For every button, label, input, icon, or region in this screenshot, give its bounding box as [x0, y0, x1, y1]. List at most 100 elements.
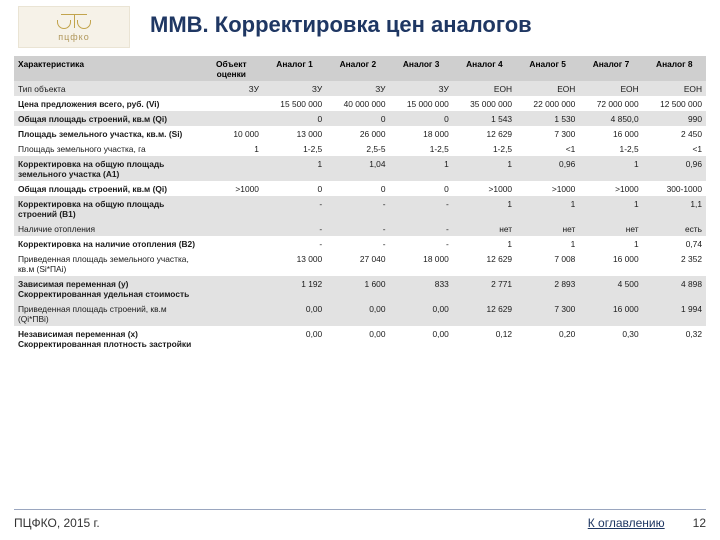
cell — [200, 156, 263, 181]
cell: нет — [453, 221, 516, 236]
cell: >1000 — [579, 181, 642, 196]
cell: 13 000 — [263, 126, 326, 141]
cell: 1 — [453, 196, 516, 221]
cell: Площадь земельного участка, га — [14, 141, 200, 156]
slide: пцфко ММВ. Корректировка цен аналогов Ха… — [0, 0, 720, 540]
cell: нет — [516, 221, 579, 236]
cell: 1 — [453, 236, 516, 251]
table-row: Общая площадь строений, кв.м (Qi)0001 54… — [14, 111, 706, 126]
col-header: Характеристика — [14, 56, 200, 81]
cell: 1 — [516, 196, 579, 221]
cell: 7 300 — [516, 126, 579, 141]
cell: 26 000 — [326, 126, 389, 141]
cell: 7 300 — [516, 301, 579, 326]
table-row: Приведенная площадь земельного участка, … — [14, 251, 706, 276]
cell: Площадь земельного участка, кв.м. (Si) — [14, 126, 200, 141]
cell — [200, 251, 263, 276]
cell: 1 — [579, 196, 642, 221]
cell: 72 000 000 — [579, 96, 642, 111]
comparison-table: ХарактеристикаОбъект оценкиАналог 1 Анало… — [14, 56, 706, 351]
cell: 0,30 — [579, 326, 642, 351]
cell: есть — [643, 221, 706, 236]
cell: 1 — [579, 236, 642, 251]
cell: 0,00 — [390, 326, 453, 351]
cell: 1 — [453, 156, 516, 181]
cell: 2 450 — [643, 126, 706, 141]
cell: >1000 — [200, 181, 263, 196]
cell — [200, 221, 263, 236]
col-header: Аналог 4 — [453, 56, 516, 81]
cell: 0 — [390, 111, 453, 126]
col-header: Аналог 1 — [263, 56, 326, 81]
cell: 1 — [263, 156, 326, 181]
table-row: Тип объектаЗУЗУЗУЗУЕОНЕОНЕОНЕОН — [14, 81, 706, 96]
cell: 1,1 — [643, 196, 706, 221]
cell: 1 192 — [263, 276, 326, 301]
table-row: Приведенная площадь строений, кв.м (Qi*П… — [14, 301, 706, 326]
cell: 0,96 — [516, 156, 579, 181]
cell: 16 000 — [579, 126, 642, 141]
cell: 833 — [390, 276, 453, 301]
toc-link[interactable]: К оглавлению — [588, 516, 665, 530]
col-header: Аналог 3 — [390, 56, 453, 81]
cell: Общая площадь строений, кв.м (Qi) — [14, 181, 200, 196]
cell: 1 600 — [326, 276, 389, 301]
cell: 13 000 — [263, 251, 326, 276]
cell: <1 — [516, 141, 579, 156]
cell: 1 994 — [643, 301, 706, 326]
cell: Наличие отопления — [14, 221, 200, 236]
cell: 1,04 — [326, 156, 389, 181]
cell: Приведенная площадь строений, кв.м (Qi*П… — [14, 301, 200, 326]
logo: пцфко — [18, 6, 130, 48]
table-row: Зависимая переменная (y) Скорректированн… — [14, 276, 706, 301]
cell — [200, 301, 263, 326]
cell: 0,12 — [453, 326, 516, 351]
cell: 0,32 — [643, 326, 706, 351]
col-header: Аналог 8 — [643, 56, 706, 81]
cell: 12 500 000 — [643, 96, 706, 111]
cell: ЗУ — [200, 81, 263, 96]
cell: нет — [579, 221, 642, 236]
cell: 1-2,5 — [390, 141, 453, 156]
cell: 0,00 — [326, 301, 389, 326]
page-number: 12 — [693, 516, 706, 530]
cell: 10 000 — [200, 126, 263, 141]
cell: 1 — [516, 236, 579, 251]
cell: 1-2,5 — [579, 141, 642, 156]
cell: 0 — [326, 111, 389, 126]
cell: ЗУ — [390, 81, 453, 96]
cell: 1 — [200, 141, 263, 156]
cell: 1 530 — [516, 111, 579, 126]
cell: 0 — [263, 181, 326, 196]
col-header: Объект оценки — [200, 56, 263, 81]
cell: 18 000 — [390, 126, 453, 141]
cell: 35 000 000 — [453, 96, 516, 111]
cell: 16 000 — [579, 251, 642, 276]
cell: ЕОН — [643, 81, 706, 96]
table-row: Цена предложения всего, руб. (Vi)15 500 … — [14, 96, 706, 111]
cell: - — [326, 236, 389, 251]
cell: ЗУ — [263, 81, 326, 96]
cell: 7 008 — [516, 251, 579, 276]
cell: Цена предложения всего, руб. (Vi) — [14, 96, 200, 111]
cell: - — [263, 236, 326, 251]
cell: 0 — [263, 111, 326, 126]
cell: 0,00 — [326, 326, 389, 351]
footer: ПЦФКО, 2015 г. К оглавлению 12 — [14, 509, 706, 530]
cell: >1000 — [453, 181, 516, 196]
cell: - — [263, 196, 326, 221]
cell: 4 850,0 — [579, 111, 642, 126]
cell: 12 629 — [453, 126, 516, 141]
cell: <1 — [643, 141, 706, 156]
cell: Независимая переменная (x) Скорректирова… — [14, 326, 200, 351]
cell: 1 543 — [453, 111, 516, 126]
footer-org: ПЦФКО, 2015 г. — [14, 516, 100, 530]
cell: 0,00 — [390, 301, 453, 326]
logo-text: пцфко — [58, 32, 89, 42]
cell: 2,5-5 — [326, 141, 389, 156]
cell: 0,00 — [263, 326, 326, 351]
cell: Тип объекта — [14, 81, 200, 96]
col-header: Аналог 7 — [579, 56, 642, 81]
cell: 2 352 — [643, 251, 706, 276]
cell — [200, 196, 263, 221]
